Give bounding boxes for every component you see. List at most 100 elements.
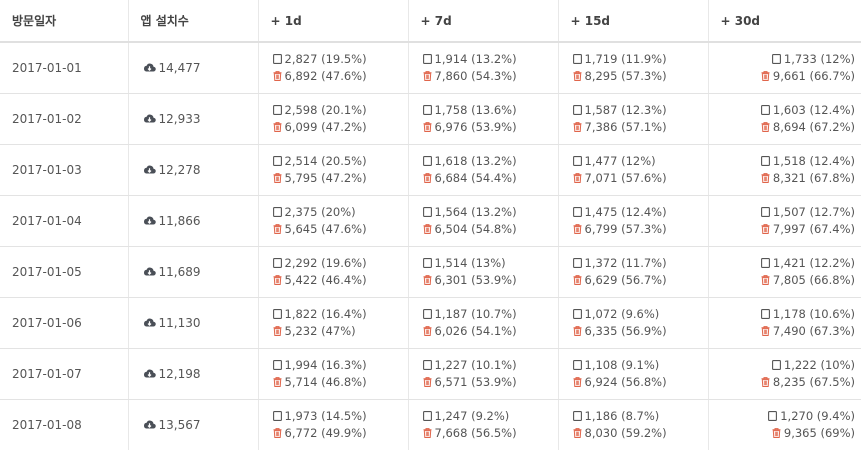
removed-count: 6,571 (53.9%) <box>423 374 558 391</box>
removed-count-text: 7,805 (66.8%) <box>772 272 855 287</box>
retained-count: 1,072 (9.6%) <box>572 306 708 323</box>
trash-icon <box>573 70 581 81</box>
install-cell: 11,866 <box>128 195 259 247</box>
retention-cell: 2,598 (20.1%) 6,099 (47.2%) <box>258 93 409 145</box>
install-cell: 12,278 <box>128 144 259 196</box>
trash-icon <box>273 427 281 438</box>
removed-count-text: 6,099 (47.2%) <box>284 119 367 134</box>
trash-icon <box>761 121 770 132</box>
retained-count-text: 1,477 (12%) <box>584 153 656 168</box>
trash-icon <box>761 172 770 183</box>
retained-count-text: 1,247 (9.2%) <box>434 408 510 423</box>
removed-count-text: 7,071 (57.6%) <box>584 170 667 185</box>
install-count: 12,933 <box>143 112 201 126</box>
visit-date: 2017-01-07 <box>0 348 129 400</box>
retained-count-text: 1,914 (13.2%) <box>434 51 517 66</box>
retention-cell: 1,973 (14.5%) 6,772 (49.9%) <box>258 399 409 450</box>
table-row: 2017-01-02 12,933 2,598 (20.1%) 6,099 (47.2… <box>0 93 861 145</box>
retained-count-text: 2,514 (20.5%) <box>284 153 367 168</box>
removed-count: 6,892 (47.6%) <box>273 68 408 85</box>
retained-count: 1,421 (12.2%) <box>709 255 855 272</box>
column-header: + 1d <box>258 0 409 43</box>
trash-icon <box>423 70 431 81</box>
install-count: 11,866 <box>143 214 201 228</box>
trash-icon <box>761 274 770 285</box>
removed-count: 8,295 (57.3%) <box>573 68 708 85</box>
download-icon <box>143 216 156 225</box>
retained-count-text: 1,178 (10.6%) <box>772 306 855 321</box>
device-icon <box>422 155 432 166</box>
removed-count-text: 8,321 (67.8%) <box>772 170 855 185</box>
device-icon <box>422 257 432 268</box>
device-icon <box>272 53 282 64</box>
removed-count-text: 6,301 (53.9%) <box>434 272 517 287</box>
retained-count: 1,994 (16.3%) <box>272 357 408 374</box>
removed-count: 6,629 (56.7%) <box>573 272 708 289</box>
trash-icon <box>423 121 431 132</box>
retained-count-text: 1,372 (11.7%) <box>584 255 667 270</box>
retained-count-text: 1,270 (9.4%) <box>780 408 855 423</box>
retained-count: 1,564 (13.2%) <box>422 204 558 221</box>
removed-count-text: 6,335 (56.9%) <box>584 323 667 338</box>
install-cell: 11,689 <box>128 246 259 298</box>
trash-icon <box>573 172 581 183</box>
retained-count-text: 2,598 (20.1%) <box>284 102 367 117</box>
retained-count-text: 2,375 (20%) <box>284 204 356 219</box>
removed-count: 6,684 (54.4%) <box>423 170 558 187</box>
retained-count-text: 1,108 (9.1%) <box>584 357 660 372</box>
retained-count-text: 1,973 (14.5%) <box>284 408 367 423</box>
retention-cell: 1,270 (9.4%) 9,365 (69%) <box>708 399 861 450</box>
retained-count-text: 1,758 (13.6%) <box>434 102 517 117</box>
retained-count-text: 1,514 (13%) <box>434 255 506 270</box>
retained-count: 1,270 (9.4%) <box>709 408 855 425</box>
removed-count: 7,668 (56.5%) <box>423 425 558 442</box>
device-icon <box>760 155 770 166</box>
retention-cell: 1,227 (10.1%) 6,571 (53.9%) <box>408 348 559 400</box>
visit-date: 2017-01-04 <box>0 195 129 247</box>
device-icon <box>760 206 770 217</box>
retained-count: 1,108 (9.1%) <box>572 357 708 374</box>
trash-icon <box>772 427 781 438</box>
removed-count: 5,714 (46.8%) <box>273 374 408 391</box>
install-count-text: 11,130 <box>158 315 201 330</box>
trash-icon <box>761 325 770 336</box>
install-cell: 12,198 <box>128 348 259 400</box>
column-header: + 15d <box>558 0 709 43</box>
table-row: 2017-01-05 11,689 2,292 (19.6%) 5,422 (46.4… <box>0 246 861 298</box>
trash-icon <box>273 172 281 183</box>
removed-count: 6,799 (57.3%) <box>573 221 708 238</box>
table-row: 2017-01-01 14,477 2,827 (19.5%) 6,892 (47.6… <box>0 42 861 94</box>
device-icon <box>272 308 282 319</box>
removed-count: 7,805 (66.8%) <box>709 272 855 289</box>
device-icon <box>771 359 781 370</box>
install-count-text: 11,866 <box>158 213 201 228</box>
removed-count-text: 6,684 (54.4%) <box>434 170 517 185</box>
retention-cell: 1,514 (13%) 6,301 (53.9%) <box>408 246 559 298</box>
install-cell: 13,567 <box>128 399 259 450</box>
install-count-text: 13,567 <box>158 417 201 432</box>
removed-count-text: 7,490 (67.3%) <box>772 323 855 338</box>
retained-count-text: 1,072 (9.6%) <box>584 306 660 321</box>
removed-count-text: 5,645 (47.6%) <box>284 221 367 236</box>
removed-count-text: 6,772 (49.9%) <box>284 425 367 440</box>
header-row: 방문일자 앱 설치수 + 1d + 7d + 15d + 30d <box>0 0 861 43</box>
retained-count-text: 1,507 (12.7%) <box>772 204 855 219</box>
download-icon <box>143 165 156 174</box>
install-count: 12,198 <box>143 367 201 381</box>
retention-cell: 1,758 (13.6%) 6,976 (53.9%) <box>408 93 559 145</box>
download-icon <box>143 318 156 327</box>
trash-icon <box>761 376 770 387</box>
retained-count-text: 2,827 (19.5%) <box>284 51 367 66</box>
removed-count: 7,860 (54.3%) <box>423 68 558 85</box>
removed-count: 6,301 (53.9%) <box>423 272 558 289</box>
retained-count-text: 1,187 (10.7%) <box>434 306 517 321</box>
retained-count-text: 1,618 (13.2%) <box>434 153 517 168</box>
trash-icon <box>423 325 431 336</box>
removed-count: 8,694 (67.2%) <box>709 119 855 136</box>
retained-count: 1,187 (10.7%) <box>422 306 558 323</box>
install-count-text: 12,278 <box>158 162 201 177</box>
removed-count-text: 6,892 (47.6%) <box>284 68 367 83</box>
install-count: 13,567 <box>143 418 201 432</box>
trash-icon <box>573 223 581 234</box>
